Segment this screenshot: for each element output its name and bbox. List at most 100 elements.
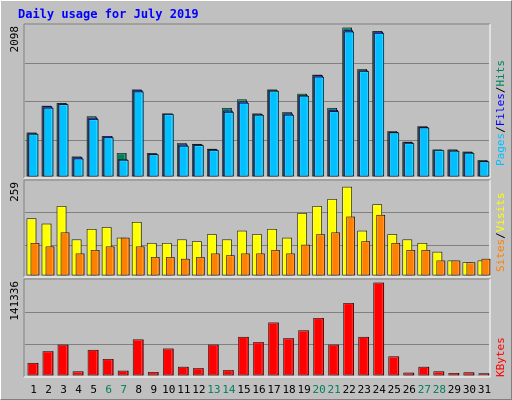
middle-bar-sites — [181, 258, 190, 276]
middle-bar-sites — [331, 232, 340, 276]
x-tick-label: 6 — [105, 383, 112, 396]
top-legend: Pages/Files/Hits — [494, 60, 507, 166]
x-tick-label: 11 — [177, 383, 190, 396]
top-bar-pages — [299, 95, 309, 177]
chart-title: Daily usage for July 2019 — [18, 7, 199, 21]
middle-bar-sites — [241, 253, 250, 276]
middle-bar-sites — [376, 214, 386, 276]
bottom-bar-kbytes — [223, 370, 234, 376]
x-tick-label: 24 — [373, 383, 387, 396]
bottom-bar-kbytes — [42, 351, 54, 376]
top-bar-pages — [58, 104, 69, 177]
middle-bar-sites — [90, 250, 100, 276]
top-bar-pages — [88, 119, 99, 177]
middle-bar-sites — [75, 253, 85, 276]
top-bar-pages — [103, 137, 114, 177]
bottom-bar-kbytes — [448, 373, 460, 376]
top-legend-separator: / — [494, 126, 507, 133]
bottom-bar-kbytes — [358, 336, 370, 376]
x-tick-label: 23 — [358, 383, 371, 396]
bottom-bar-kbytes — [253, 342, 264, 376]
x-tick-label: 12 — [192, 383, 205, 396]
top-bar-pages — [133, 91, 144, 177]
middle-bar-sites — [346, 216, 355, 276]
x-tick-label: 8 — [135, 383, 142, 396]
bottom-bar-kbytes — [433, 371, 445, 376]
bottom-bar-kbytes — [268, 322, 279, 376]
bottom-bar-kbytes — [27, 362, 39, 376]
x-tick-label: 15 — [237, 383, 250, 396]
x-tick-label: 7 — [120, 383, 127, 396]
top-bar-pages — [224, 112, 234, 177]
bottom-bar-kbytes — [388, 356, 400, 376]
bottom-bar-kbytes — [102, 359, 114, 376]
middle-bar-sites — [301, 244, 310, 276]
middle-bar-sites — [271, 250, 280, 276]
x-tick-label: 20 — [313, 383, 326, 396]
x-tick-label: 27 — [418, 383, 431, 396]
x-tick-label: 14 — [222, 383, 236, 396]
top-bar-pages — [284, 115, 294, 177]
bottom-bar-kbytes — [72, 371, 84, 376]
middle-bar-sites — [135, 246, 145, 276]
bottom-bar-kbytes — [238, 336, 249, 376]
bottom-bar-kbytes — [343, 303, 354, 376]
bottom-bar-kbytes — [162, 348, 174, 376]
bottom-bar-kbytes — [478, 373, 490, 376]
top-bar-pages — [179, 146, 189, 177]
middle-legend-separator: / — [494, 232, 507, 239]
top-bar-pages — [344, 31, 354, 177]
top-bar-pages — [449, 151, 460, 177]
middle-ymax-label: 259 — [8, 182, 21, 202]
top-ymax-label: 2098 — [8, 26, 21, 53]
bottom-bar-kbytes — [147, 372, 159, 376]
x-tick-label: 2 — [45, 383, 52, 396]
bottom-bar-kbytes — [193, 368, 204, 376]
bottom-bar-kbytes — [57, 344, 69, 376]
top-bar-pages — [464, 153, 475, 177]
top-bar-pages — [28, 134, 39, 177]
top-bar-pages — [479, 161, 490, 177]
top-bar-pages — [404, 143, 415, 177]
top-bar-pages — [43, 107, 54, 177]
middle-bar-sites — [361, 241, 371, 276]
x-tick-label: 30 — [463, 383, 476, 396]
top-bar-pages — [419, 127, 430, 177]
x-tick-label: 26 — [403, 383, 416, 396]
top-bar-pages — [434, 150, 445, 177]
bottom-bar-kbytes — [403, 372, 415, 376]
top-bar-pages — [389, 132, 400, 177]
top-bar-pages — [73, 158, 84, 177]
x-tick-label: 5 — [90, 383, 97, 396]
middle-bar-sites — [226, 255, 235, 276]
x-tick-label: 29 — [448, 383, 461, 396]
x-tick-label: 22 — [343, 383, 356, 396]
top-legend-separator: / — [494, 87, 507, 94]
x-tick-label: 10 — [162, 383, 175, 396]
x-tick-label: 16 — [252, 383, 265, 396]
bottom-bar-kbytes — [132, 339, 144, 376]
top-legend-hits: Hits — [494, 60, 507, 87]
middle-bar-sites — [256, 253, 265, 276]
x-tick-label: 4 — [75, 383, 82, 396]
bottom-bar-kbytes — [328, 344, 339, 376]
middle-bar-sites — [406, 250, 416, 276]
top-bar-pages — [269, 91, 279, 177]
top-bar-pages — [314, 76, 324, 177]
middle-bar-sites — [45, 246, 55, 276]
top-bar-pages — [374, 33, 385, 177]
middle-bar-sites — [286, 253, 295, 276]
middle-bar-sites — [481, 258, 491, 276]
top-bar-pages — [194, 145, 204, 177]
middle-bar-sites — [120, 237, 130, 276]
middle-bar-sites — [211, 253, 220, 276]
middle-bar-sites — [316, 234, 325, 276]
x-tick-label: 19 — [297, 383, 310, 396]
top-legend-files: Files — [494, 93, 507, 126]
middle-bar-sites — [105, 246, 115, 276]
middle-bar-sites — [436, 260, 446, 276]
x-tick-label: 17 — [267, 383, 280, 396]
top-bar-pages — [329, 111, 339, 177]
